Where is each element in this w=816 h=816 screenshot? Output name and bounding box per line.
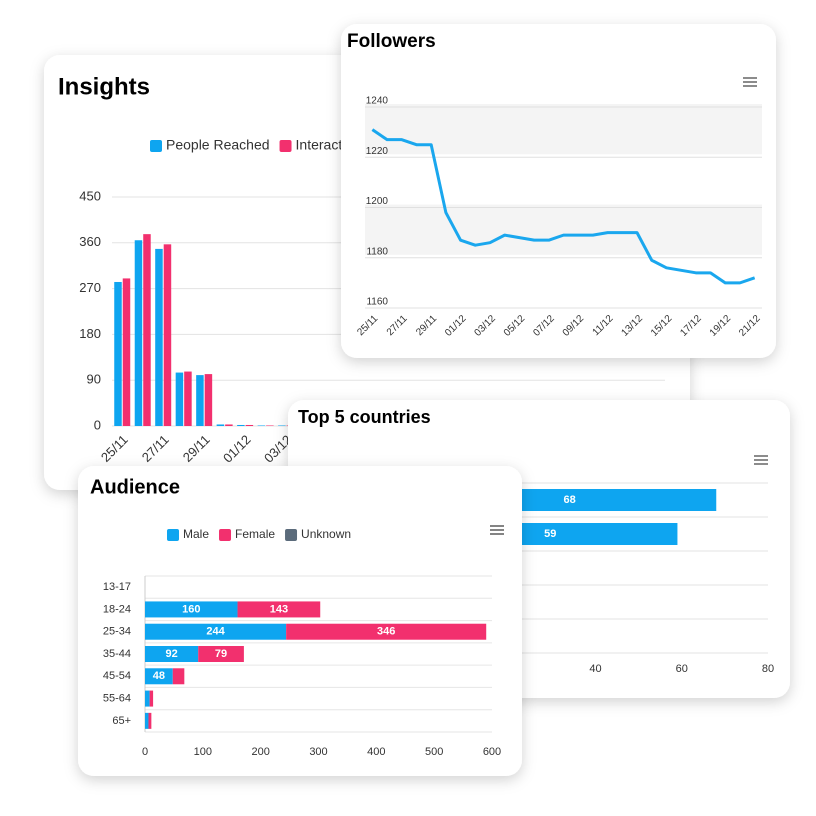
- bar: [257, 425, 266, 426]
- value-label: 244: [206, 626, 225, 638]
- card-title: Insights: [58, 73, 150, 100]
- legend-swatch: [150, 140, 162, 152]
- value-label: 59: [544, 528, 556, 540]
- legend-swatch: [279, 140, 292, 152]
- legend-label: Female: [235, 527, 275, 541]
- bar: [163, 244, 172, 426]
- card-title: Top 5 countries: [298, 407, 431, 427]
- x-tick-label: 600: [483, 746, 501, 758]
- bar: [278, 425, 286, 426]
- bar: [134, 240, 143, 426]
- bar: [245, 424, 254, 426]
- card-title: Audience: [90, 476, 180, 498]
- y-tick-label: 55-64: [103, 692, 131, 704]
- bar: [122, 278, 131, 426]
- y-tick-label: 1180: [366, 246, 388, 257]
- bar-segment: [149, 690, 154, 707]
- bar-segment: [148, 712, 152, 729]
- bar: [143, 234, 151, 426]
- bar-segment: [286, 623, 487, 640]
- y-tick-label: 1160: [366, 297, 388, 308]
- value-label: 92: [165, 648, 177, 660]
- legend-swatch: [167, 529, 179, 541]
- value-label: 79: [215, 648, 227, 660]
- value-label: 48: [153, 670, 165, 682]
- y-tick-label: 1220: [366, 146, 389, 157]
- line: [371, 128, 756, 285]
- y-tick-label: 13-17: [103, 581, 131, 593]
- value-label: 160: [182, 603, 200, 615]
- x-tick-label: 100: [194, 746, 212, 758]
- grid-band: [365, 104, 762, 155]
- y-tick-label: 0: [94, 417, 101, 432]
- bar-segment: [145, 601, 238, 618]
- bar-segment: [237, 601, 321, 618]
- bar-segment: [198, 646, 244, 662]
- value-label: 143: [270, 603, 288, 615]
- y-tick-label: 45-54: [103, 670, 131, 682]
- x-tick-label: 60: [676, 663, 688, 675]
- card: Audience Male Female Unknown 0 100 200 300 400 50…: [78, 466, 522, 776]
- y-tick-label: 360: [79, 234, 101, 249]
- bar: [237, 424, 245, 426]
- y-tick-label: 90: [87, 372, 101, 387]
- value-label: 346: [377, 626, 395, 638]
- y-tick-label: 180: [79, 326, 101, 341]
- bar: [114, 281, 122, 426]
- card-title: Followers: [347, 31, 436, 52]
- bar: [216, 424, 225, 426]
- x-tick-label: 300: [309, 746, 327, 758]
- bar: [175, 372, 184, 426]
- x-tick-label: 40: [589, 663, 601, 675]
- bar: [204, 374, 213, 426]
- bar-segment: [172, 668, 185, 685]
- x-tick-label: 200: [251, 746, 269, 758]
- card-content: Audience Male Female Unknown 0 100 200 300 400 50…: [90, 476, 504, 758]
- legend-label: Male: [183, 527, 209, 541]
- x-tick-label: 0: [142, 746, 148, 758]
- bar-segment: [145, 712, 149, 729]
- bar-segment: [145, 690, 150, 707]
- x-tick-label: 80: [762, 663, 774, 675]
- bar: [184, 371, 192, 426]
- y-tick-label: 1240: [366, 96, 389, 107]
- bar: [196, 375, 204, 426]
- legend-label: People Reached: [166, 137, 270, 153]
- y-tick-label: 18-24: [103, 603, 131, 615]
- bar-segment: [145, 623, 287, 640]
- x-tick-label: 500: [425, 746, 443, 758]
- y-tick-label: 270: [79, 280, 101, 295]
- y-tick-label: 25-34: [103, 626, 131, 638]
- legend-label: Unknown: [301, 527, 351, 541]
- y-tick-label: 65+: [112, 715, 131, 727]
- legend-swatch: [285, 529, 298, 541]
- bar: [155, 248, 163, 426]
- y-tick-label: 450: [79, 188, 101, 203]
- y-tick-label: 35-44: [103, 648, 131, 660]
- value-label: 68: [564, 494, 576, 506]
- y-tick-label: 1200: [366, 196, 389, 207]
- grid-band: [365, 204, 762, 255]
- bar: [225, 424, 233, 426]
- x-tick-label: 400: [367, 746, 385, 758]
- bar-segment: [145, 646, 199, 662]
- bar: [266, 425, 274, 426]
- bar-segment: [145, 668, 173, 685]
- legend-swatch: [219, 529, 232, 541]
